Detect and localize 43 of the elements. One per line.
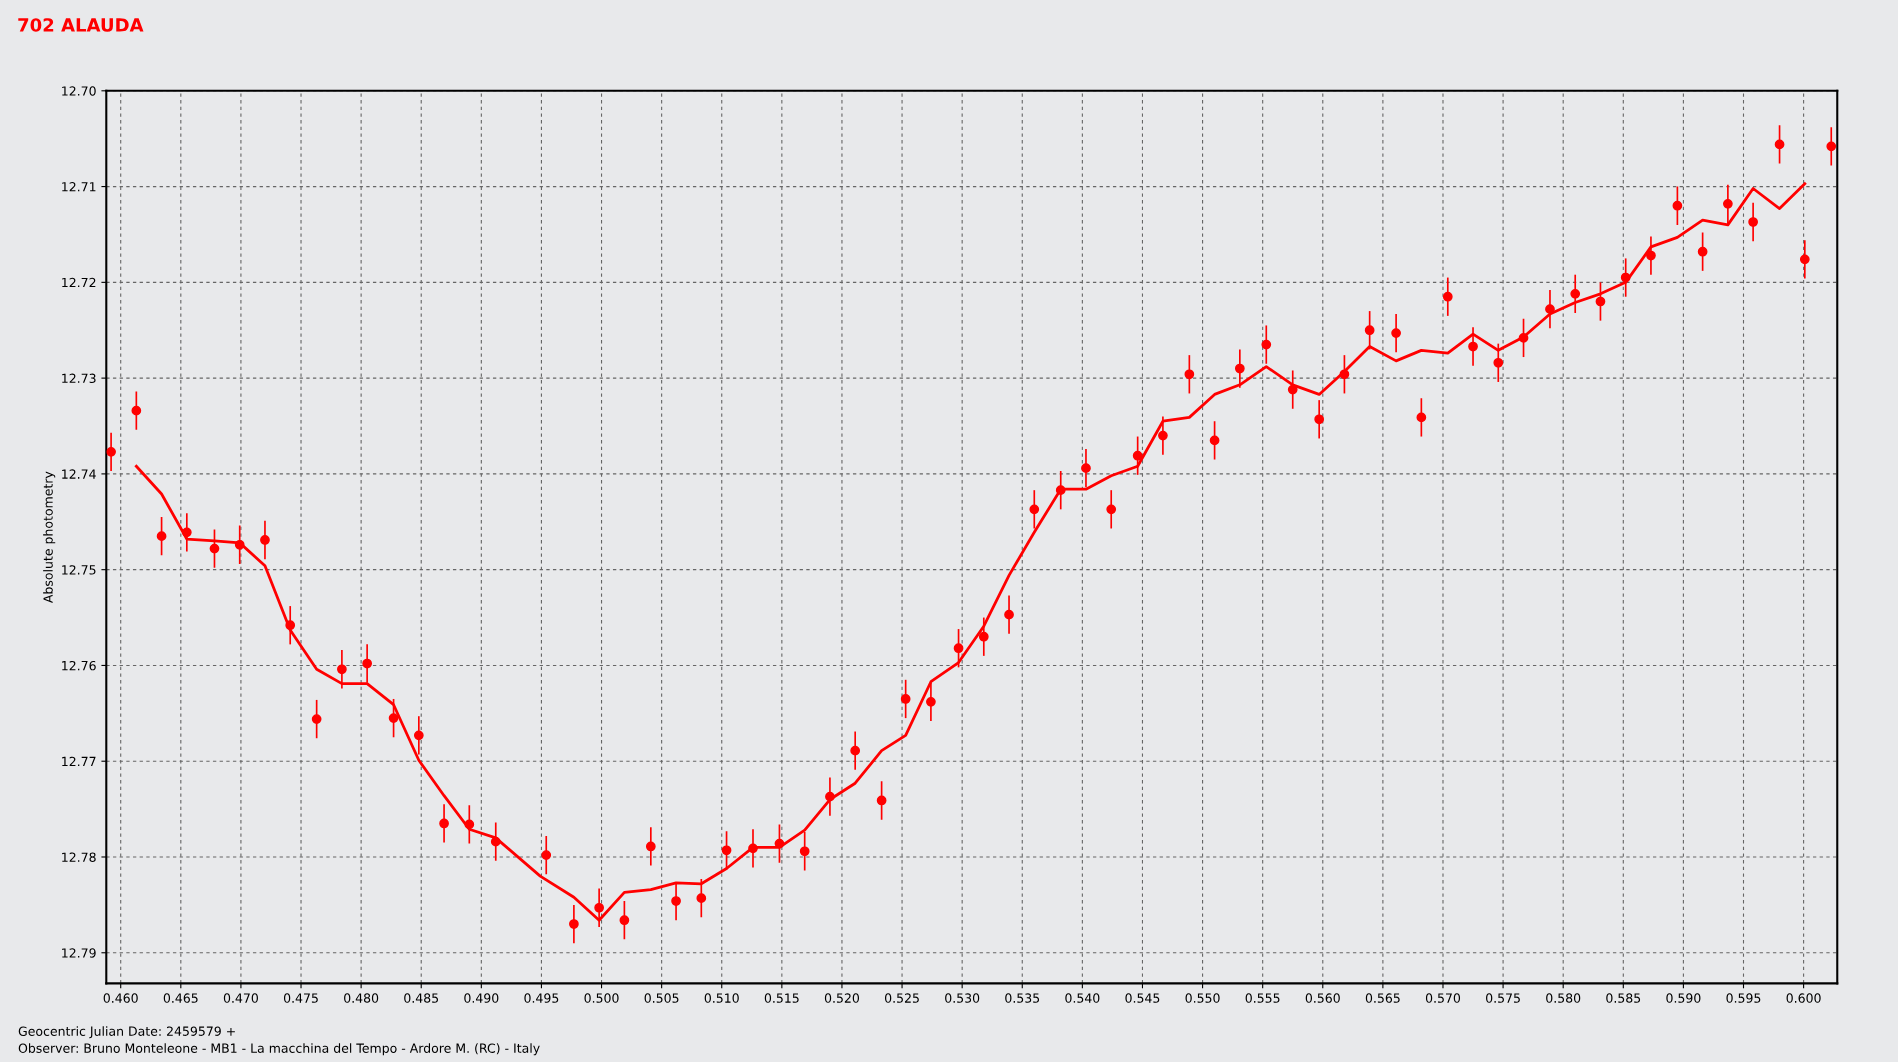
x-tick-label: 0.595 [1726, 993, 1761, 1003]
y-tick-label: 12.79 [62, 948, 96, 958]
text: Observer: Bruno Monteleone - MB1 - La macchina del Tempo - Ardore M. (RC) - Italy [18, 1043, 540, 1056]
x-tick-label: 0.585 [1606, 993, 1641, 1003]
x-tick-label: 0.545 [1125, 993, 1160, 1003]
x-tick-label: 0.570 [1425, 993, 1461, 1003]
x-tick-label: 0.510 [704, 993, 739, 1003]
text: Geocentric Julian Date: 2459579 + [18, 1026, 235, 1039]
x-tick-label: 0.485 [404, 993, 439, 1003]
x-tick-label: 0.530 [945, 993, 980, 1003]
y-axis-title: Absolute photometry [43, 471, 56, 603]
x-tick-label: 0.475 [283, 993, 318, 1003]
x-tick-label: 0.490 [464, 993, 499, 1003]
x-tick-label: 0.580 [1546, 993, 1581, 1003]
y-tick-label: 12.75 [62, 565, 96, 575]
y-tick-label: 12.77 [62, 756, 96, 766]
chart-title: 702 ALAUDA [18, 18, 144, 32]
x-tick-label: 0.565 [1365, 993, 1400, 1003]
x-tick-label: 0.590 [1666, 993, 1701, 1003]
x-tick-label: 0.460 [103, 993, 138, 1003]
y-tick-label: 12.71 [62, 182, 96, 192]
x-tick-label: 0.555 [1245, 993, 1280, 1003]
y-tick-label: 12.72 [62, 277, 96, 288]
x-tick-label: 0.480 [344, 993, 379, 1003]
x-tick-label: 0.470 [223, 993, 258, 1003]
x-tick-label: 0.550 [1185, 993, 1220, 1003]
y-tick-label: 12.74 [62, 469, 96, 479]
x-tick-label: 0.515 [764, 993, 799, 1003]
x-tick-label: 0.505 [644, 993, 679, 1003]
x-tick-label: 0.520 [824, 993, 860, 1003]
y-tick-label: 12.76 [62, 660, 96, 671]
y-tick-label: 12.73 [62, 373, 96, 384]
x-tick-label: 0.495 [524, 993, 559, 1003]
x-tick-label: 0.600 [1786, 993, 1821, 1003]
x-tick-label: 0.575 [1486, 993, 1520, 1003]
x-tick-label: 0.535 [1005, 993, 1040, 1003]
x-tick-label: 0.525 [884, 993, 919, 1003]
y-tick-label: 12.70 [62, 86, 96, 96]
x-tick-label: 0.500 [584, 993, 619, 1003]
y-tick-label: 12.78 [62, 852, 96, 862]
x-tick-label: 0.560 [1305, 993, 1340, 1003]
x-tick-label: 0.465 [163, 993, 198, 1003]
x-tick-label: 0.540 [1065, 993, 1100, 1003]
